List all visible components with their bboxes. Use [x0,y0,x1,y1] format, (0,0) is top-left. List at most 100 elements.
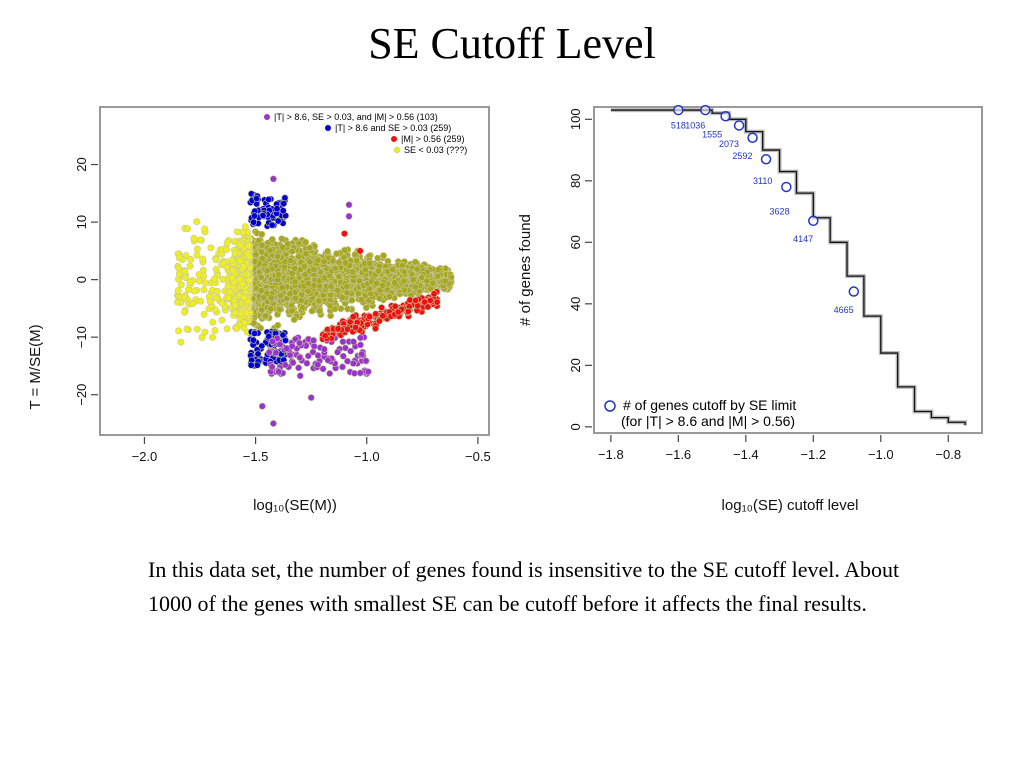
scatter-point [310,342,318,350]
scatter-point [433,298,441,306]
scatter-point [302,238,310,246]
scatter-point [193,251,201,259]
slide-caption: In this data set, the number of genes fo… [148,557,900,616]
scatter-point [372,310,380,318]
scatter-point [193,325,201,333]
scatter-point [226,288,234,296]
scatter-point [289,359,297,367]
scatter-point [320,345,328,353]
scatter-y-tick-label: 0 [74,276,89,283]
scatter-point [347,347,355,355]
cutoff-marker [808,215,819,227]
slide-title: SE Cutoff Level [368,19,656,68]
scatter-point [181,308,189,316]
cutoff-legend-line2: (for |T| > 8.6 and |M| > 0.56) [621,413,795,429]
scatter-point [223,246,231,254]
scatter-point [362,304,370,312]
cutoff-curve-halo [610,108,968,426]
scatter-point [275,368,283,376]
scatter-point [258,342,266,350]
scatter-point [290,316,298,324]
cutoff-y-tick-label: 100 [568,108,583,130]
scatter-point [284,240,292,248]
scatter-point [201,225,209,233]
scatter-point [358,350,366,358]
scatter-point [247,361,255,369]
legend-label-blue: |T| > 8.6 and SE > 0.03 (259) [335,123,451,133]
scatter-point [278,284,286,292]
scatter-point [223,325,231,333]
scatter-point [233,228,241,236]
scatter-point [316,307,324,315]
scatter-point [240,294,248,302]
scatter-point [327,283,335,291]
scatter-point [326,302,334,310]
scatter-point [241,223,249,231]
scatter-legend: |T| > 8.6, SE > 0.03, and |M| > 0.56 (10… [260,109,488,159]
scatter-point [324,356,332,364]
scatter-point [298,304,306,312]
scatter-y-tick-label: 10 [74,215,89,229]
scatter-point [276,306,284,314]
scatter-point [315,297,323,305]
scatter-point [400,268,408,276]
scatter-point [426,297,434,305]
scatter-point [254,350,262,358]
scatter-point [349,313,357,321]
cutoff-x-tick-label: −1.0 [868,447,894,462]
scatter-point [361,266,369,274]
cutoff-y-tick-label: 80 [568,174,583,188]
scatter-point [231,309,239,317]
scatter-point [209,318,217,326]
cutoff-marker [733,120,745,131]
scatter-point [223,239,231,247]
scatter-point [258,402,266,410]
scatter-point [266,246,274,254]
scatter-point [319,291,327,299]
scatter-point [345,212,353,220]
scatter-point [288,247,296,255]
legend-marker-yellow [393,146,401,154]
cutoff-annotation: 2592 [732,151,752,161]
scatter-point [274,252,282,260]
scatter-point [374,267,382,275]
scatter-point [297,297,305,305]
scatter-point [304,287,312,295]
scatter-point [334,325,342,333]
cutoff-legend-line1: # of genes cutoff by SE limit [623,397,796,413]
legend-label-red: |M| > 0.56 (259) [401,134,464,144]
scatter-point [265,196,273,204]
scatter-point [245,242,253,250]
scatter-point [348,296,356,304]
scatter-point [300,262,308,270]
scatter-point [343,283,351,291]
scatter-point [280,200,288,208]
scatter-point [236,275,244,283]
scatter-point [184,225,192,233]
scatter-point [249,336,257,344]
scatter-y-tick-label: −10 [74,326,89,348]
scatter-point [288,269,296,277]
scatter-point [341,246,349,254]
scatter-point [175,270,183,278]
scatter-point [193,245,201,253]
scatter-point [310,281,318,289]
cutoff-annotation: 2073 [719,139,739,149]
scatter-point [200,310,208,318]
scatter-point [441,277,449,285]
scatter-point [424,303,432,311]
scatter-point [288,307,296,315]
scatter-x-tick-label: −1.0 [354,449,380,464]
scatter-point [253,195,261,203]
scatter-point [389,266,397,274]
scatter-point [349,359,357,367]
scatter-point [291,294,299,302]
scatter-point [409,276,417,284]
legend-marker-purple [264,114,270,120]
cutoff-marker [720,110,731,122]
scatter-point [362,357,370,365]
scatter-point [339,352,347,360]
scatter-point [343,325,351,333]
